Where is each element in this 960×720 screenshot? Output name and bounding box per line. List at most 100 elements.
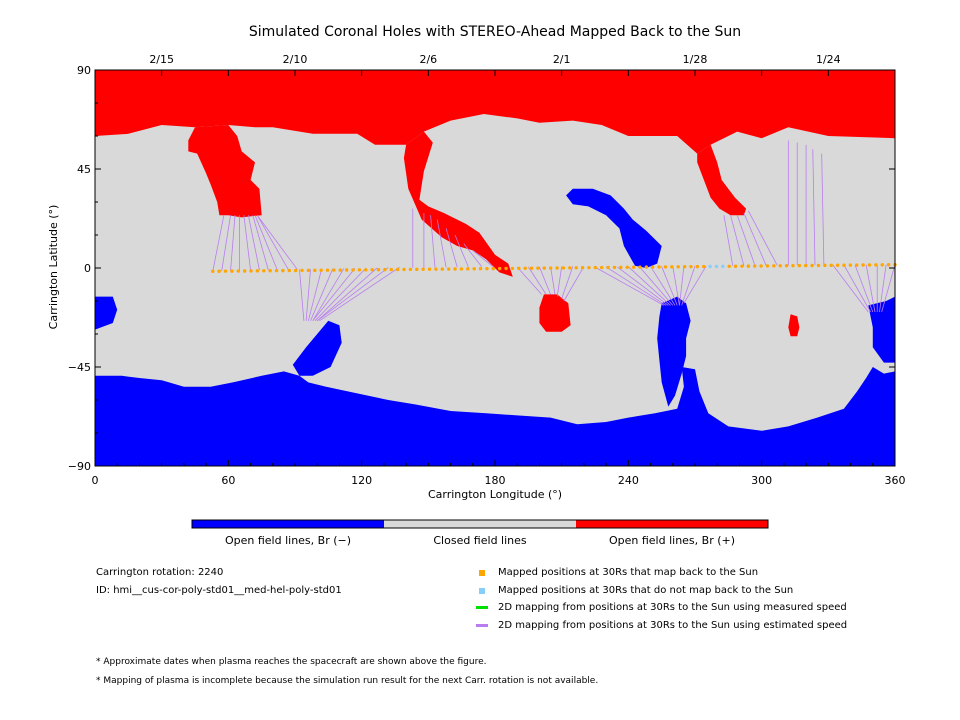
x-tick-label: 60: [221, 474, 235, 487]
estimated-mapping-line: [879, 264, 887, 313]
estimated-mapping-line: [230, 215, 236, 271]
mapped-position: [357, 268, 362, 272]
mapped-position: [625, 265, 629, 269]
chart-title: Simulated Coronal Holes with STEREO-Ahea…: [249, 24, 741, 40]
mapped-position: [835, 263, 840, 267]
mapped-position: [555, 266, 559, 270]
mapped-position: [682, 265, 687, 269]
mapped-position: [453, 267, 457, 271]
y-tick-label: −90: [68, 460, 91, 473]
mapped-position: [657, 265, 661, 269]
estimated-mapping-line: [299, 269, 305, 321]
mapped-position: [281, 268, 285, 273]
estimated-mapping-line: [594, 266, 665, 306]
date-tick-label: 2/1: [553, 53, 571, 66]
mapped-position: [587, 265, 591, 270]
mapped-position: [740, 264, 744, 268]
estimated-mapping-line: [661, 266, 678, 306]
mapped-position: [402, 267, 406, 272]
estimated-mapping-line: [319, 267, 400, 322]
mapped-position: [612, 265, 617, 270]
estimated-mapping-line: [256, 215, 289, 270]
mapped-position: [874, 263, 878, 267]
mapped-position: [778, 264, 782, 268]
x-axis-label: Carrington Longitude (°): [428, 488, 562, 501]
estimated-mapping-line: [539, 266, 551, 295]
estimated-mapping-line: [561, 266, 574, 299]
mapped-position: [727, 264, 731, 269]
estimated-mapping-line: [472, 250, 494, 267]
legend-swatch-estimated: [476, 624, 488, 627]
legend-swatch-mapped: [479, 570, 485, 576]
colorbar-segment: [384, 520, 576, 528]
mapped-position: [313, 268, 317, 273]
mapped-position: [300, 268, 304, 273]
mapped-position: [644, 265, 649, 269]
estimated-mapping-line: [812, 149, 816, 266]
mapped-position: [351, 268, 355, 272]
estimated-mapping-line: [305, 269, 311, 321]
mapped-position: [759, 264, 763, 268]
mapped-position: [791, 263, 795, 268]
region-negative-tongue-central: [657, 296, 691, 407]
mapped-position: [274, 268, 279, 273]
mapped-position: [319, 268, 323, 272]
mapped-position: [517, 266, 521, 271]
not-mapped-position: [714, 264, 719, 269]
y-tick-label: 45: [77, 163, 91, 176]
mapped-position: [855, 263, 859, 267]
mapped-position: [689, 264, 693, 269]
mapped-position: [255, 269, 260, 273]
estimated-mapping-line: [563, 266, 585, 302]
mapped-position: [746, 264, 751, 268]
legend-mapped: Mapped positions at 30Rs that map back t…: [498, 567, 759, 578]
estimated-mapping-line: [252, 215, 269, 271]
colorbar-segment: [576, 520, 768, 528]
mapped-position: [242, 269, 247, 273]
mapped-position: [421, 267, 425, 271]
mapped-position: [440, 267, 445, 271]
mapped-position: [542, 266, 547, 270]
colorbar-label-open-positive: Open field lines, Br (+): [608, 534, 736, 547]
mapped-position: [466, 267, 470, 271]
mapped-position: [332, 268, 336, 272]
estimated-mapping-line: [463, 243, 482, 267]
mapped-position: [370, 268, 374, 272]
estimated-mapping-line: [556, 266, 563, 297]
mapped-position: [867, 263, 872, 267]
run-id-text: ID: hmi__cus-cor-poly-std01__med-hel-pol…: [96, 585, 342, 596]
estimated-mapping-line: [743, 212, 767, 266]
estimated-mapping-line: [639, 266, 674, 306]
y-tick-label: 90: [77, 64, 91, 77]
estimated-mapping-line: [316, 267, 378, 322]
mapped-position: [823, 263, 827, 268]
region-negative-band-north: [566, 188, 662, 268]
mapped-position: [772, 264, 776, 268]
estimated-mapping-line: [730, 215, 745, 266]
estimated-mapping-line: [307, 268, 323, 321]
mapped-position: [663, 265, 668, 269]
mapped-position: [631, 265, 636, 269]
mapped-position: [504, 266, 508, 271]
date-tick-label: 2/6: [419, 53, 437, 66]
mapped-position: [536, 266, 540, 270]
mapped-position: [810, 263, 814, 268]
mapped-position: [211, 269, 215, 273]
mapped-position: [816, 263, 821, 268]
mapped-position: [593, 265, 598, 270]
mapped-position: [415, 267, 419, 272]
mapped-position: [268, 269, 272, 273]
estimated-mapping-line: [312, 267, 356, 322]
estimated-mapping-line: [747, 210, 778, 266]
mapped-position: [364, 268, 368, 272]
mapped-position: [619, 265, 623, 270]
region-positive-lobe-b: [403, 131, 513, 277]
mapped-position: [886, 263, 891, 267]
mapped-position: [733, 264, 738, 268]
x-tick-label: 180: [485, 474, 506, 487]
mapped-position: [670, 265, 674, 269]
mapped-position: [262, 269, 266, 273]
estimated-mapping-line: [212, 215, 225, 272]
mapped-position: [383, 267, 387, 272]
estimated-mapping-line: [681, 265, 696, 306]
